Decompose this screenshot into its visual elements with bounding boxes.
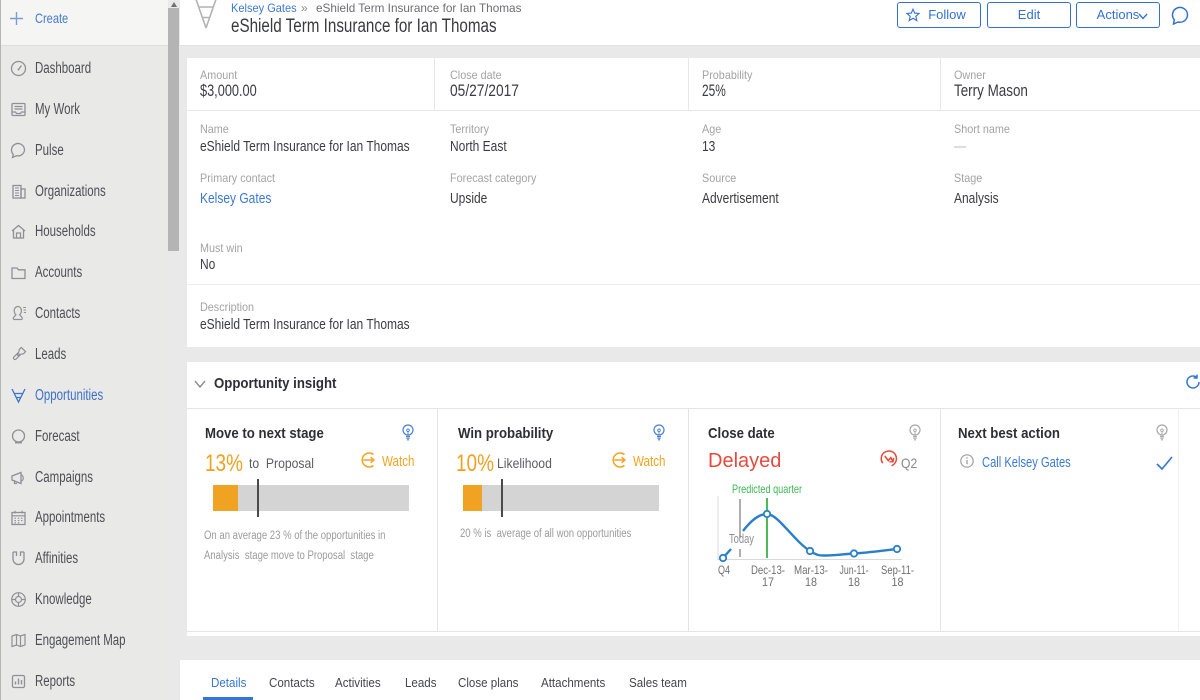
svg-text:18: 18	[848, 575, 860, 589]
svg-text:18: 18	[805, 575, 817, 589]
svg-text:Today: Today	[729, 531, 754, 546]
svg-text:17: 17	[762, 575, 774, 589]
svg-text:Q4: Q4	[718, 563, 730, 577]
svg-text:Mar-13-: Mar-13-	[794, 563, 828, 577]
svg-text:18: 18	[892, 575, 904, 589]
svg-text:Dec-13-: Dec-13-	[751, 563, 785, 577]
svg-text:Sep-11-: Sep-11-	[881, 563, 914, 577]
svg-text:Jun-11-: Jun-11-	[840, 563, 869, 577]
svg-text:Predicted quarter: Predicted quarter	[732, 482, 802, 496]
